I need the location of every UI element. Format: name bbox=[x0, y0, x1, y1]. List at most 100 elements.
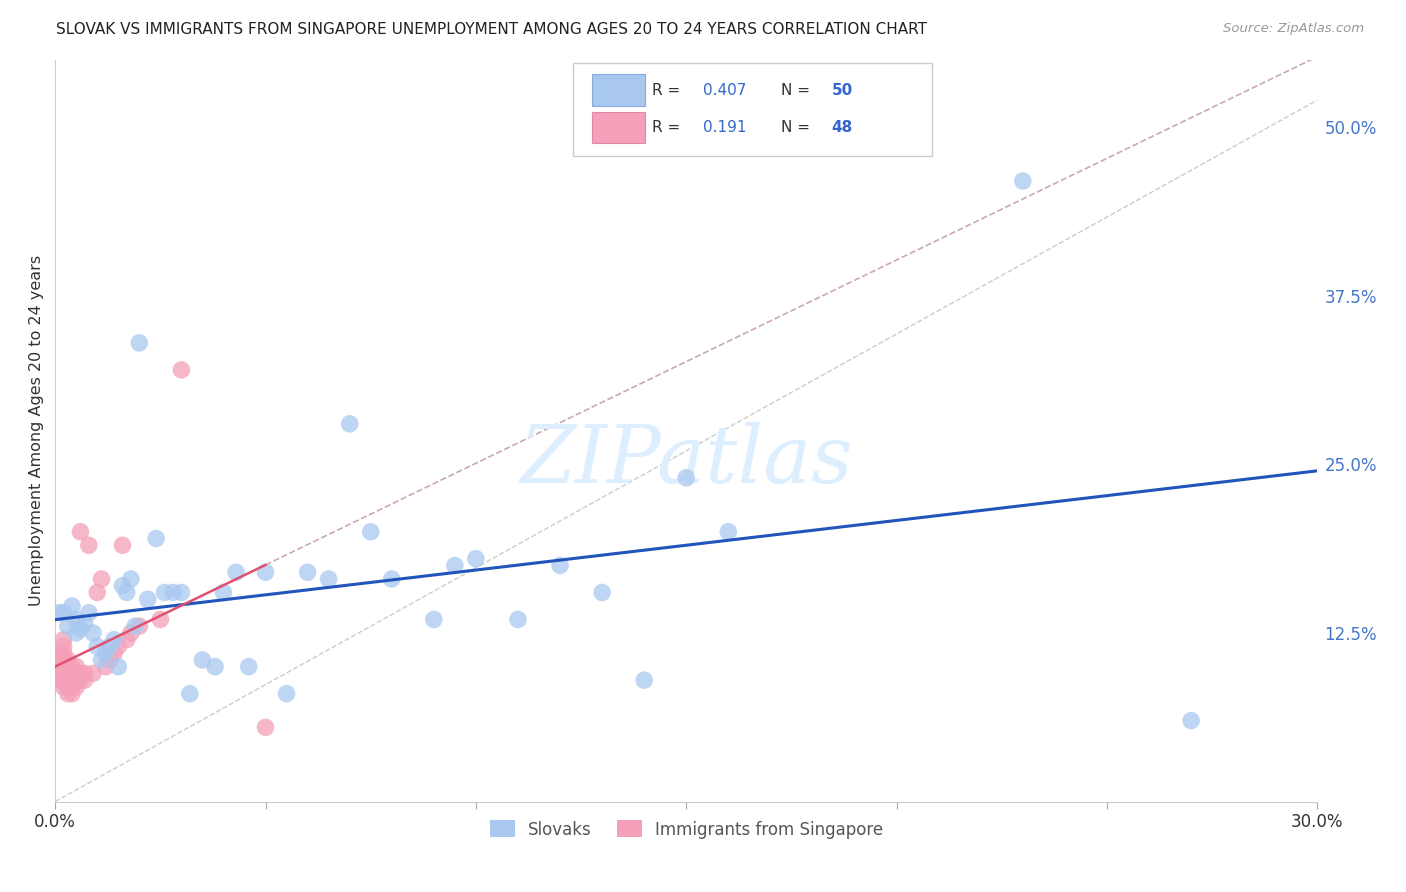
Point bbox=[94, 659, 117, 673]
Point bbox=[82, 626, 104, 640]
Text: 50: 50 bbox=[831, 83, 852, 98]
Point bbox=[52, 659, 75, 673]
Text: 0.407: 0.407 bbox=[703, 83, 747, 98]
Point bbox=[254, 720, 277, 734]
Point bbox=[90, 653, 112, 667]
Point bbox=[381, 572, 404, 586]
Point bbox=[1180, 714, 1202, 728]
Point bbox=[52, 640, 75, 654]
Point bbox=[444, 558, 467, 573]
Point bbox=[94, 646, 117, 660]
Text: Source: ZipAtlas.com: Source: ZipAtlas.com bbox=[1223, 22, 1364, 36]
Point bbox=[115, 632, 138, 647]
Text: 48: 48 bbox=[831, 120, 852, 135]
Point bbox=[77, 538, 100, 552]
Point bbox=[128, 335, 150, 350]
Point bbox=[128, 619, 150, 633]
Point bbox=[548, 558, 571, 573]
Legend: Slovaks, Immigrants from Singapore: Slovaks, Immigrants from Singapore bbox=[482, 814, 890, 846]
Point bbox=[238, 659, 260, 673]
Point bbox=[170, 363, 193, 377]
Point bbox=[65, 666, 87, 681]
Point bbox=[73, 666, 96, 681]
Point bbox=[103, 632, 125, 647]
Point bbox=[52, 646, 75, 660]
Point bbox=[69, 524, 91, 539]
Point bbox=[48, 646, 70, 660]
Point bbox=[65, 659, 87, 673]
Point bbox=[60, 666, 83, 681]
Point bbox=[145, 532, 167, 546]
Point bbox=[60, 599, 83, 613]
Point bbox=[423, 612, 446, 626]
Point bbox=[120, 572, 142, 586]
Point bbox=[464, 551, 486, 566]
Point bbox=[48, 659, 70, 673]
Point bbox=[60, 659, 83, 673]
Point bbox=[69, 673, 91, 688]
Point bbox=[360, 524, 382, 539]
Point bbox=[56, 680, 79, 694]
Point bbox=[65, 680, 87, 694]
Point bbox=[86, 640, 108, 654]
Point bbox=[591, 585, 613, 599]
Point bbox=[191, 653, 214, 667]
Point bbox=[1011, 174, 1033, 188]
Point bbox=[633, 673, 655, 688]
Point bbox=[65, 612, 87, 626]
Point bbox=[48, 666, 70, 681]
Point bbox=[136, 592, 159, 607]
Point bbox=[276, 687, 298, 701]
Point bbox=[254, 566, 277, 580]
Point bbox=[48, 606, 70, 620]
Point bbox=[162, 585, 184, 599]
FancyBboxPatch shape bbox=[592, 112, 644, 143]
Text: 0.191: 0.191 bbox=[703, 120, 747, 135]
Point bbox=[297, 566, 319, 580]
FancyBboxPatch shape bbox=[572, 63, 932, 156]
Point bbox=[717, 524, 740, 539]
Point bbox=[60, 687, 83, 701]
Point bbox=[90, 572, 112, 586]
Text: ZIPatlas: ZIPatlas bbox=[520, 422, 853, 499]
Point bbox=[73, 673, 96, 688]
Point bbox=[56, 673, 79, 688]
Point bbox=[98, 653, 121, 667]
Point bbox=[60, 673, 83, 688]
Point bbox=[115, 585, 138, 599]
Point bbox=[107, 659, 129, 673]
Point bbox=[48, 673, 70, 688]
Point bbox=[82, 666, 104, 681]
Point bbox=[73, 616, 96, 631]
Point bbox=[149, 612, 172, 626]
Point bbox=[69, 622, 91, 636]
Point bbox=[179, 687, 201, 701]
Point bbox=[107, 640, 129, 654]
Text: N =: N = bbox=[780, 120, 810, 135]
Point bbox=[52, 632, 75, 647]
Point bbox=[675, 471, 697, 485]
Point bbox=[204, 659, 226, 673]
FancyBboxPatch shape bbox=[592, 74, 644, 105]
Point bbox=[56, 653, 79, 667]
Point bbox=[60, 680, 83, 694]
Point bbox=[120, 626, 142, 640]
Point bbox=[98, 640, 121, 654]
Y-axis label: Unemployment Among Ages 20 to 24 years: Unemployment Among Ages 20 to 24 years bbox=[30, 255, 44, 607]
Point bbox=[318, 572, 340, 586]
Point bbox=[65, 673, 87, 688]
Point bbox=[56, 619, 79, 633]
Point bbox=[153, 585, 176, 599]
Point bbox=[77, 606, 100, 620]
Point bbox=[339, 417, 361, 431]
Point bbox=[52, 673, 75, 688]
Point bbox=[212, 585, 235, 599]
Point bbox=[124, 619, 146, 633]
Point bbox=[52, 666, 75, 681]
Point bbox=[56, 666, 79, 681]
Text: SLOVAK VS IMMIGRANTS FROM SINGAPORE UNEMPLOYMENT AMONG AGES 20 TO 24 YEARS CORRE: SLOVAK VS IMMIGRANTS FROM SINGAPORE UNEM… bbox=[56, 22, 927, 37]
Point bbox=[170, 585, 193, 599]
Text: R =: R = bbox=[652, 83, 681, 98]
Point bbox=[86, 585, 108, 599]
Point bbox=[225, 566, 247, 580]
